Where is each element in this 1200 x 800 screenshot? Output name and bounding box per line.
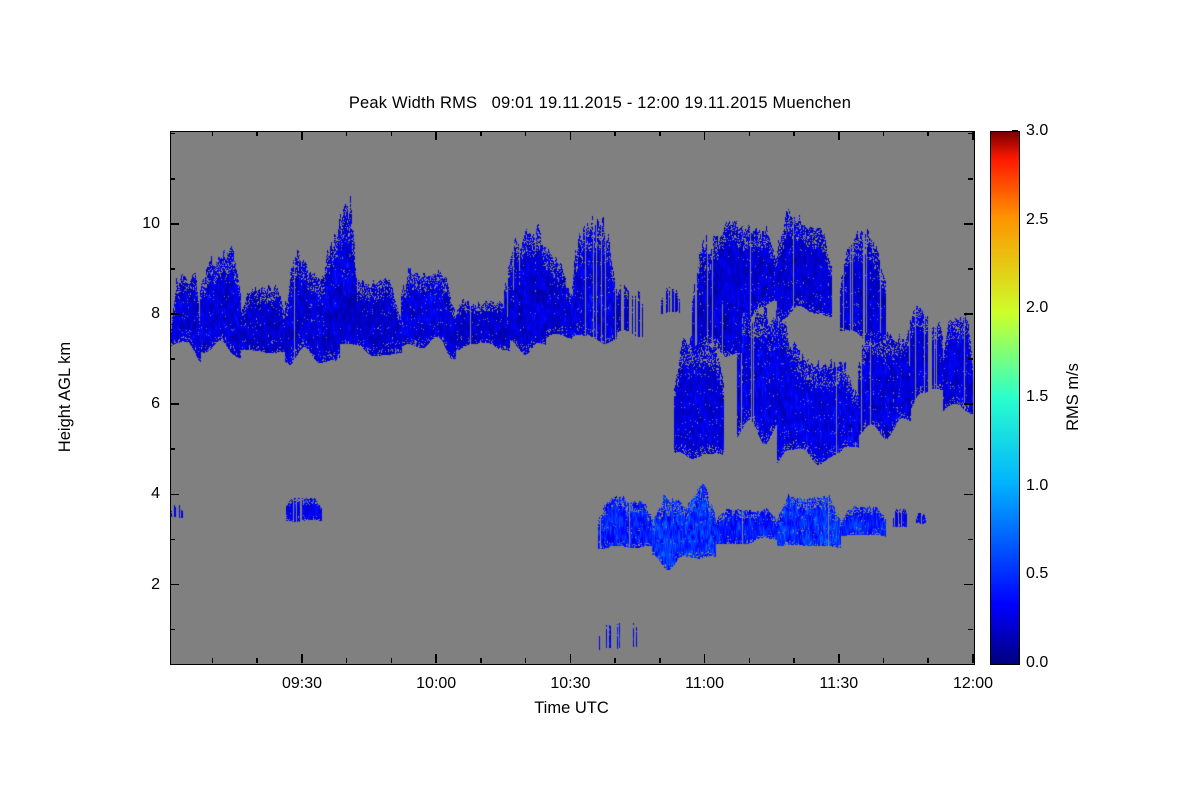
colorbar-tick-label: 3.0 — [1026, 122, 1049, 139]
colorbar-gradient — [991, 132, 1019, 664]
y-axis-tick-minor-right — [968, 358, 973, 360]
x-axis-tick-minor-top — [256, 131, 259, 136]
colorbar-tick-label: 2.5 — [1026, 210, 1049, 228]
x-axis-tick-minor — [882, 658, 885, 663]
colorbar-tick-label: 2.0 — [1026, 299, 1049, 317]
x-axis-tick-top — [837, 131, 840, 140]
x-axis-tick-label: 10:00 — [416, 675, 457, 692]
x-axis-title: Time UTC — [534, 699, 609, 717]
x-axis-tick-top — [703, 131, 706, 140]
y-axis-tick-right — [964, 313, 973, 315]
x-axis-tick-minor — [256, 658, 259, 663]
x-axis-tick — [703, 654, 706, 663]
x-axis-tick-minor-top — [793, 131, 795, 136]
x-axis-tick-minor-top — [211, 131, 214, 136]
y-axis-tick-minor-right — [968, 177, 973, 180]
y-axis-tick-right — [964, 403, 973, 405]
x-axis-tick-label: 11:00 — [685, 675, 725, 692]
x-axis-tick-top — [569, 131, 572, 140]
x-axis-tick — [301, 654, 303, 663]
x-axis-tick — [569, 654, 572, 663]
x-axis-tick-label: 10:30 — [550, 675, 591, 692]
y-axis-tick-minor — [170, 628, 175, 631]
x-axis-tick-minor — [345, 658, 348, 663]
y-axis-tick-label: 6 — [151, 395, 160, 413]
x-axis-tick-label: 09:30 — [281, 675, 322, 692]
y-axis-tick-label: 8 — [151, 305, 160, 323]
y-axis-tick-right — [964, 493, 973, 496]
y-axis-tick-minor-right — [968, 132, 973, 135]
x-axis-tick-minor-top — [614, 131, 616, 136]
x-axis-tick-minor-top — [524, 131, 527, 136]
x-axis-tick-minor — [480, 658, 482, 663]
heatmap-canvas — [171, 132, 974, 664]
x-axis-tick — [435, 654, 437, 663]
colorbar — [990, 131, 1020, 665]
x-axis-tick — [972, 654, 974, 663]
colorbar-tick-label: 1.0 — [1026, 476, 1049, 494]
y-axis-tick — [170, 313, 179, 315]
colorbar-tick-label: 0.5 — [1026, 565, 1049, 583]
y-axis-tick-minor — [170, 268, 175, 270]
x-axis-tick-minor-top — [882, 131, 885, 136]
x-axis-tick-minor — [748, 658, 751, 663]
y-axis-tick-minor — [170, 132, 175, 135]
x-axis-tick — [837, 654, 840, 663]
y-axis-tick — [170, 493, 179, 496]
y-axis-tick-minor-right — [968, 448, 973, 451]
x-axis-tick-top — [435, 131, 437, 140]
x-axis-tick-minor — [524, 658, 527, 663]
x-axis-tick-minor — [927, 658, 930, 663]
y-axis-title: Height AGL km — [56, 341, 74, 453]
x-axis-tick-minor-top — [480, 131, 482, 136]
y-axis-tick-label: 4 — [151, 485, 160, 503]
y-axis-tick-minor-right — [968, 628, 973, 631]
y-axis-tick-right — [964, 583, 973, 586]
x-axis-tick-minor-top — [390, 131, 393, 136]
x-axis-tick-minor — [793, 658, 795, 663]
y-axis-tick-minor — [170, 448, 175, 451]
y-axis-tick — [170, 223, 179, 225]
y-axis-tick-minor — [170, 358, 175, 360]
x-axis-tick-label: 11:30 — [819, 675, 859, 692]
x-axis-tick-minor-top — [659, 131, 661, 136]
y-axis-tick-minor — [170, 177, 175, 180]
colorbar-tick — [1012, 130, 1018, 132]
x-axis-tick-minor — [614, 658, 616, 663]
x-axis-tick-minor — [390, 658, 393, 663]
x-axis-tick-label: 12:00 — [952, 675, 994, 692]
x-axis-tick-minor — [211, 658, 214, 663]
y-axis-tick-minor-right — [968, 268, 973, 270]
x-axis-tick-minor-top — [345, 131, 348, 136]
y-axis-tick-right — [964, 223, 973, 225]
y-axis-tick-minor — [170, 538, 175, 541]
colorbar-tick-label: 1.5 — [1026, 388, 1049, 405]
page-title: Peak Width RMS 09:01 19.11.2015 - 12:00 … — [348, 94, 852, 112]
plot-area — [170, 131, 975, 665]
y-axis-tick — [170, 403, 179, 405]
colorbar-tick-label: 0.0 — [1026, 654, 1049, 671]
x-axis-tick-minor-top — [748, 131, 751, 136]
x-axis-tick-top — [301, 131, 303, 140]
y-axis-tick-label: 2 — [151, 575, 160, 593]
colorbar-title: RMS m/s — [1064, 363, 1082, 431]
x-axis-tick-top — [972, 131, 974, 140]
y-axis-tick-minor-right — [968, 538, 973, 541]
x-axis-tick-minor-top — [927, 131, 930, 136]
x-axis-tick-minor — [659, 658, 661, 663]
y-axis-tick — [170, 583, 179, 586]
y-axis-tick-label: 10 — [142, 214, 160, 232]
